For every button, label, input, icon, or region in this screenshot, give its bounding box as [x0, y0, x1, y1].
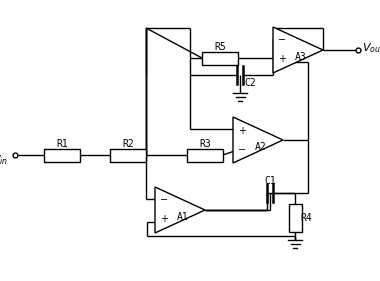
Text: A3: A3	[295, 52, 307, 62]
Text: +: +	[278, 55, 286, 65]
Text: +: +	[238, 126, 246, 135]
Bar	[202, 51, 238, 65]
Text: −: −	[278, 35, 286, 46]
Bar	[288, 204, 301, 232]
Polygon shape	[273, 27, 323, 73]
Text: A2: A2	[255, 142, 267, 152]
Text: −: −	[238, 144, 246, 155]
Text: R5: R5	[214, 42, 226, 52]
Bar	[44, 148, 80, 162]
Text: C2: C2	[244, 78, 256, 88]
Bar	[110, 148, 146, 162]
Text: A1: A1	[177, 212, 189, 222]
Polygon shape	[155, 187, 205, 233]
Bar	[187, 148, 223, 162]
Text: C1: C1	[264, 176, 276, 186]
Text: R2: R2	[122, 139, 134, 149]
Text: R1: R1	[56, 139, 68, 149]
Text: $V_{in}$: $V_{in}$	[0, 153, 8, 167]
Text: R4: R4	[300, 213, 312, 223]
Text: R3: R3	[199, 139, 211, 149]
Text: +: +	[160, 214, 168, 225]
Text: −: −	[160, 196, 168, 205]
Polygon shape	[233, 117, 283, 163]
Text: $V_{out}$: $V_{out}$	[362, 41, 380, 55]
